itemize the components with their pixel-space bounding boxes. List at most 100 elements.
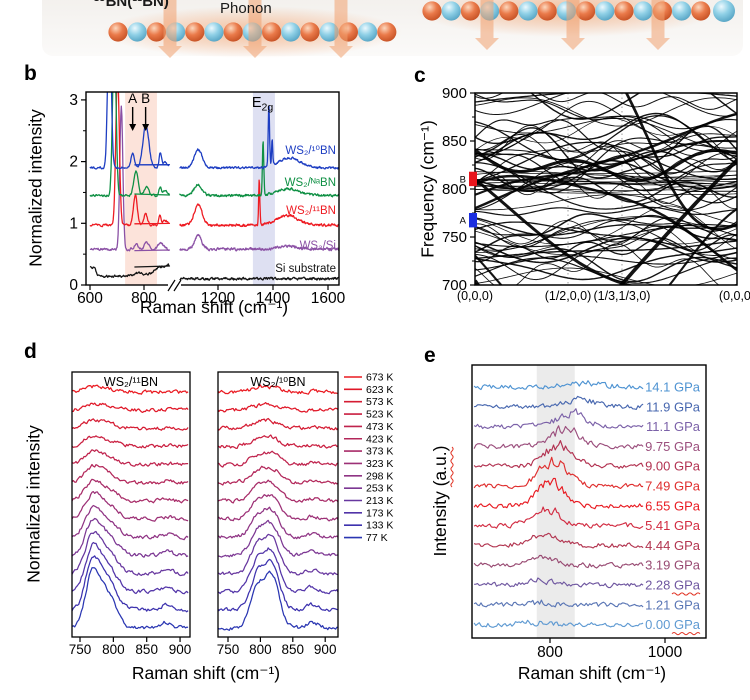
- pressure-label: 2.28 GPa: [645, 578, 701, 593]
- x-tick-label: 800: [102, 642, 125, 657]
- pressure-curve-9.75GPa: [473, 425, 644, 450]
- panel-letter-d: d: [24, 340, 37, 363]
- spectrum-curve-3: [89, 92, 171, 198]
- pressure-curve-14.1GPa: [473, 380, 644, 391]
- panel-a-schematic: [42, 0, 743, 58]
- y-tick-label: 900: [442, 85, 467, 102]
- pressure-curve-9.00GPa: [473, 440, 644, 469]
- pressure-label: 6.55 GPa: [645, 498, 701, 513]
- phonon-label: Phonon: [220, 0, 272, 17]
- temp-curve-133K: [218, 558, 338, 612]
- temp-curve-77K: [218, 570, 338, 631]
- boron-atom: [377, 22, 397, 42]
- legend-entry: 423 K: [366, 433, 393, 445]
- nitrogen-atom: [633, 1, 653, 21]
- phonon-arrow: [561, 0, 585, 50]
- e2g-annotation: E2g: [252, 95, 274, 114]
- pressure-curve-6.55GPa: [473, 477, 644, 510]
- temp-curve-323K: [218, 494, 338, 522]
- pressure-curve-11.1GPa: [473, 408, 644, 430]
- x-tick-label: 1000: [648, 644, 683, 661]
- boron-atom: [537, 1, 557, 21]
- kpath-label: (0,0,0): [457, 289, 493, 303]
- down-arrow-icon: [142, 124, 150, 131]
- temp-curve-523K: [218, 434, 338, 450]
- legend-entry: 573 K: [366, 396, 393, 408]
- nitrogen-atom: [127, 22, 147, 42]
- temp-curve-423K: [72, 463, 189, 485]
- temp-curve-323K: [72, 490, 189, 522]
- boron-atom: [223, 22, 243, 42]
- legend-entry: 623 K: [366, 384, 393, 396]
- spectrum-curve-0: [89, 263, 171, 278]
- pressure-curve-0.00GPa: [473, 619, 644, 628]
- pressure-label: 0.00 GPa: [645, 617, 701, 632]
- pressure-curve-3.19GPa: [473, 554, 644, 569]
- y-tick-label: 2: [69, 154, 78, 171]
- temp-curve-623K: [72, 402, 189, 414]
- nitrogen-atom: [319, 22, 339, 42]
- boron-atom: [576, 1, 596, 21]
- temp-curve-423K: [218, 465, 338, 486]
- x-tick-label: 800: [537, 644, 563, 661]
- plot-frame: [217, 371, 339, 638]
- y-tick-label: 850: [442, 133, 467, 150]
- temp-curve-573K: [218, 417, 338, 431]
- y-tick-label: 750: [442, 229, 467, 246]
- pressure-label: 7.49 GPa: [645, 479, 701, 494]
- mode-marker-B: [469, 171, 477, 187]
- panel-e-xlabel: Raman shift (cm⁻¹): [517, 663, 667, 683]
- nitrogen-atom: [204, 22, 224, 42]
- x-tick-label: 1400: [256, 290, 291, 307]
- temp-curve-298K: [218, 506, 338, 540]
- panel-e-pressure-plot: 14.1 GPa 11.9 GPa 11.1 GPa 9.75 GPa 9.00 GPa…: [430, 364, 707, 661]
- spellcheck-squiggle: [450, 446, 454, 488]
- panel-b-raman-plot: Si substrate WS₂/Si WS₂/¹¹BN WS₂/ᴺᵃBN WS₂/¹⁰…: [69, 91, 345, 307]
- pressure-label: 1.21 GPa: [645, 597, 701, 612]
- legend-entry: 133 K: [366, 520, 393, 532]
- boron-atom: [691, 1, 711, 21]
- boron-atom: [460, 1, 480, 21]
- boron-atom: [614, 1, 634, 21]
- kpath-label: (1/2,0,0): [545, 289, 592, 303]
- curve-label: WS₂/ᴺᵃBN: [285, 177, 336, 189]
- x-tick-label: 800: [131, 290, 157, 307]
- panel-d-temperature-plot: WS₂/¹¹BN 750 800 850 900 WS₂/¹⁰BN 750 800 850 900…: [69, 371, 393, 657]
- x-tick-label: 800: [249, 642, 272, 657]
- spectrum-curve-1: [89, 105, 171, 252]
- panel-letter-b: b: [24, 62, 37, 85]
- temp-curve-298K: [72, 504, 189, 541]
- x-tick-label: 750: [69, 642, 92, 657]
- temp-curve-77K: [72, 567, 189, 630]
- legend-entry: 323 K: [366, 458, 393, 470]
- temp-curve-173K: [218, 547, 338, 595]
- peak-annotation-A: A: [128, 91, 137, 106]
- nitrogen-atom: [672, 1, 692, 21]
- panel-c-ylabel: Frequency (cm⁻¹): [417, 120, 438, 258]
- nitrogen-atom: [441, 1, 461, 21]
- legend-entry: 673 K: [366, 372, 393, 384]
- axis-break-mark: [173, 279, 182, 292]
- pressure-label: 11.9 GPa: [646, 399, 701, 414]
- legend-entry: 253 K: [366, 483, 393, 495]
- legend-entry: 473 K: [366, 421, 393, 433]
- boron-atom: [262, 22, 282, 42]
- temp-curve-473K: [218, 450, 338, 468]
- nitrogen-atom: [281, 22, 301, 42]
- mode-marker-label: B: [460, 174, 466, 185]
- curve-label: Si substrate: [275, 263, 336, 275]
- y-tick-label: 1: [69, 215, 78, 232]
- curve-label: WS₂/Si: [300, 240, 336, 252]
- legend-entry: 373 K: [366, 446, 393, 458]
- nitrogen-atom: [518, 1, 538, 21]
- temp-curve-373K: [72, 478, 189, 504]
- legend-entry: 298 K: [366, 470, 393, 482]
- phonon-bands: [475, 93, 737, 285]
- temp-curve-373K: [218, 479, 338, 504]
- kpath-label: (1/3,1/3,0): [593, 289, 650, 303]
- pressure-label: 14.1 GPa: [645, 380, 701, 395]
- down-arrow-icon: [129, 124, 137, 131]
- spectrum-curve-4: [89, 92, 171, 170]
